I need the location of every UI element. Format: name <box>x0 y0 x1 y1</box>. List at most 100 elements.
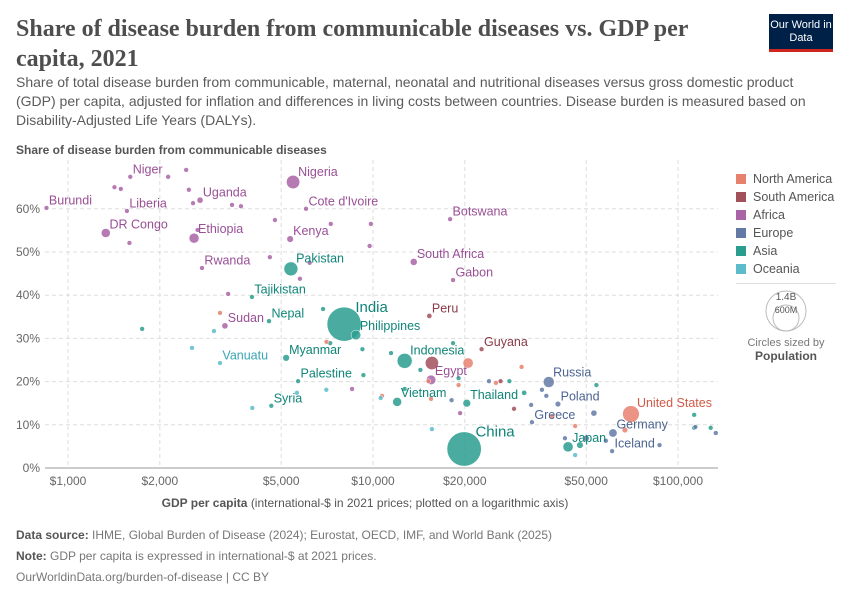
data-point[interactable] <box>511 406 517 412</box>
data-point[interactable] <box>127 174 133 180</box>
data-point[interactable] <box>691 412 697 418</box>
legend-item-south-america[interactable]: South America <box>736 188 834 206</box>
data-point[interactable] <box>576 441 584 449</box>
data-point[interactable] <box>572 452 578 458</box>
data-point[interactable] <box>229 202 235 208</box>
data-point[interactable] <box>328 221 334 227</box>
data-point[interactable] <box>539 387 545 393</box>
data-point[interactable] <box>572 423 578 429</box>
data-point[interactable] <box>211 328 217 334</box>
data-point[interactable] <box>608 428 618 438</box>
data-point[interactable] <box>478 346 485 352</box>
data-point[interactable] <box>590 409 598 417</box>
data-point[interactable] <box>266 318 272 324</box>
data-point[interactable] <box>402 386 408 392</box>
data-point[interactable] <box>448 397 455 403</box>
data-point[interactable] <box>603 438 609 444</box>
data-point[interactable] <box>111 184 118 190</box>
data-point[interactable] <box>368 221 374 227</box>
data-point[interactable] <box>190 200 196 206</box>
data-point[interactable] <box>268 403 274 409</box>
data-point[interactable] <box>183 167 189 173</box>
data-point[interactable] <box>497 378 504 384</box>
data-point[interactable] <box>189 345 195 351</box>
data-point[interactable] <box>622 405 640 423</box>
data-point[interactable] <box>446 431 482 467</box>
data-point[interactable] <box>486 378 492 384</box>
data-point[interactable] <box>139 326 145 332</box>
legend-item-asia[interactable]: Asia <box>736 242 834 260</box>
data-point[interactable] <box>295 378 301 384</box>
data-point[interactable] <box>392 397 402 407</box>
data-point[interactable] <box>43 205 50 211</box>
data-point[interactable] <box>450 340 456 346</box>
data-point[interactable] <box>549 413 555 419</box>
data-point[interactable] <box>378 395 384 401</box>
data-point[interactable] <box>249 405 255 411</box>
data-point[interactable] <box>323 387 329 393</box>
legend-item-africa[interactable]: Africa <box>736 206 834 224</box>
data-point[interactable] <box>455 375 462 381</box>
data-point[interactable] <box>429 426 435 432</box>
data-point[interactable] <box>323 339 330 345</box>
data-point[interactable] <box>593 382 600 388</box>
data-point[interactable] <box>320 306 326 312</box>
data-point[interactable] <box>359 346 366 352</box>
data-point[interactable] <box>417 367 424 373</box>
legend-item-oceania[interactable]: Oceania <box>736 260 834 278</box>
data-point[interactable] <box>656 442 663 448</box>
data-point[interactable] <box>554 401 561 408</box>
data-point[interactable] <box>462 357 474 369</box>
data-point[interactable] <box>307 260 313 266</box>
data-point[interactable] <box>286 235 294 243</box>
legend-item-europe[interactable]: Europe <box>736 224 834 242</box>
data-point[interactable] <box>272 217 278 223</box>
owid-logo[interactable]: Our World in Data <box>769 14 833 52</box>
data-point[interactable] <box>518 364 525 370</box>
data-point[interactable] <box>101 228 111 238</box>
data-point[interactable] <box>196 196 204 204</box>
data-point[interactable] <box>582 434 590 442</box>
data-point[interactable] <box>388 350 394 356</box>
data-point[interactable] <box>609 448 615 454</box>
data-point[interactable] <box>238 203 244 209</box>
data-point[interactable] <box>562 441 574 453</box>
data-point[interactable] <box>217 310 223 316</box>
data-point[interactable] <box>124 208 130 214</box>
data-point[interactable] <box>506 378 513 384</box>
data-point[interactable] <box>360 372 367 378</box>
data-point[interactable] <box>529 419 535 425</box>
data-point[interactable] <box>692 424 699 430</box>
data-point[interactable] <box>294 390 300 396</box>
data-point[interactable] <box>708 425 714 431</box>
data-point[interactable] <box>249 294 255 300</box>
legend-item-north-america[interactable]: North America <box>736 170 834 188</box>
data-point[interactable] <box>447 216 453 222</box>
data-point[interactable] <box>396 353 413 369</box>
data-point[interactable] <box>118 186 124 192</box>
data-point[interactable] <box>424 356 439 370</box>
data-point[interactable] <box>521 389 528 396</box>
data-point[interactable] <box>528 402 534 408</box>
data-point[interactable] <box>199 265 205 271</box>
data-point[interactable] <box>350 329 362 341</box>
data-point[interactable] <box>303 206 309 212</box>
data-point[interactable] <box>543 393 549 399</box>
data-point[interactable] <box>283 261 299 277</box>
data-point[interactable] <box>493 380 499 386</box>
data-point[interactable] <box>455 382 462 388</box>
data-point[interactable] <box>713 430 719 436</box>
data-point[interactable] <box>217 360 223 366</box>
data-point[interactable] <box>428 396 434 402</box>
data-point[interactable] <box>225 291 231 297</box>
data-point[interactable] <box>621 426 629 434</box>
data-point[interactable] <box>562 435 568 441</box>
data-point[interactable] <box>188 232 200 244</box>
data-point[interactable] <box>186 187 192 193</box>
data-point[interactable] <box>297 276 303 282</box>
data-point[interactable] <box>409 258 418 266</box>
data-point[interactable] <box>267 254 273 260</box>
data-point[interactable] <box>282 354 290 362</box>
data-point[interactable] <box>462 399 471 408</box>
data-point[interactable] <box>194 227 201 233</box>
